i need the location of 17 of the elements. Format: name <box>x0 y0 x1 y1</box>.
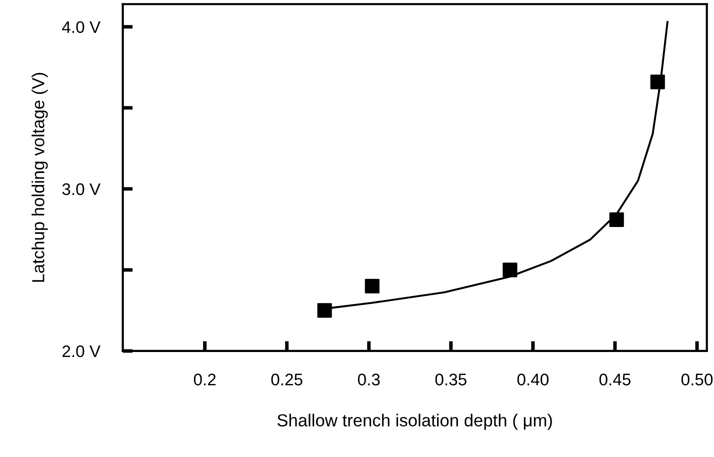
x-tick-label: 0.25 <box>271 374 302 386</box>
y-axis-title: Latchup holding voltage (V) <box>32 72 48 282</box>
x-tick-label: 0.45 <box>599 374 631 386</box>
point <box>650 74 665 90</box>
x-axis-title: Shallow trench isolation depth ( μm) <box>277 414 552 430</box>
x-tick-label: 0.2 <box>194 374 216 386</box>
x-tick-label: 0.40 <box>517 374 549 386</box>
y-tick-label: 2.0 V <box>62 345 101 358</box>
point <box>609 212 624 227</box>
x-tick-label: 0.50 <box>681 374 713 386</box>
x-tick-label: 0.35 <box>435 374 466 386</box>
y-tick-label: 4.0 V <box>62 21 101 34</box>
y-tick-label: 3.0 V <box>62 183 101 196</box>
point <box>364 278 380 294</box>
point <box>502 262 518 278</box>
x-tick-label: 0.3 <box>358 374 380 386</box>
point <box>317 303 332 318</box>
